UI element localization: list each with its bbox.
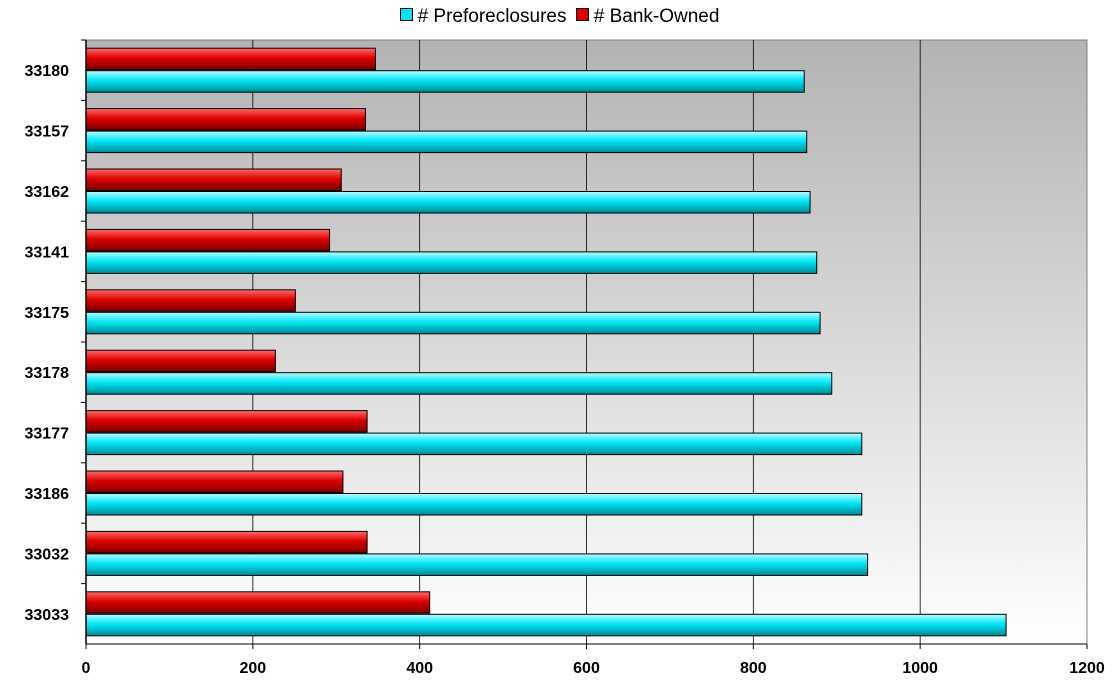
bar-bank-owned-33162: [85, 168, 342, 191]
y-tick-label: 33177: [25, 426, 70, 443]
y-tick-label: 33180: [25, 63, 70, 80]
legend-label-preforeclosures: # Preforeclosures: [417, 6, 567, 27]
legend-swatch-bank-owned: [575, 8, 589, 22]
bar-bank-owned-33178: [85, 349, 276, 373]
legend-item-bank-owned: # Bank-Owned: [575, 6, 720, 28]
bar-bank-owned-33157: [85, 108, 366, 131]
x-tick-label: 1000: [902, 660, 938, 677]
bar-bank-owned-33032: [85, 530, 368, 554]
y-tick-label: 33178: [25, 365, 70, 382]
bar-preforeclosures-33157: [85, 130, 808, 154]
y-tick-label: 33162: [25, 184, 70, 201]
bar-bank-owned-33180: [85, 47, 376, 71]
y-tick-label: 33032: [25, 546, 70, 563]
x-tick-label: 600: [573, 660, 600, 677]
y-tick-label: 33186: [25, 486, 70, 503]
bar-preforeclosures-33175: [85, 311, 821, 335]
legend-label-bank-owned: # Bank-Owned: [593, 6, 720, 27]
bar-preforeclosures-33162: [85, 191, 811, 214]
x-tick-label: 200: [239, 660, 266, 677]
y-tick-label: 33141: [25, 244, 70, 261]
bar-preforeclosures-33141: [85, 251, 818, 274]
bars: [85, 47, 1007, 637]
x-tick-label: 800: [740, 660, 767, 677]
bar-preforeclosures-33033: [85, 613, 1007, 637]
legend-item-preforeclosures: # Preforeclosures: [399, 6, 567, 28]
bar-preforeclosures-33177: [85, 432, 863, 456]
bar-bank-owned-33175: [85, 289, 296, 312]
bar-bank-owned-33033: [85, 591, 431, 614]
bar-preforeclosures-33178: [85, 372, 833, 395]
tick-labels: 0 200 400 600 800 1000 1200 33180 33157 33162 3314…: [25, 39, 1105, 677]
x-tick-label: 1200: [1069, 660, 1105, 677]
y-tick-label: 33157: [25, 124, 70, 141]
bar-preforeclosures-33032: [85, 553, 869, 576]
y-tick-label: 33175: [25, 305, 70, 322]
x-tick-label: 400: [406, 660, 433, 677]
legend-swatch-preforeclosures: [399, 8, 413, 22]
bar-bank-owned-33141: [85, 228, 331, 252]
bar-preforeclosures-33186: [85, 493, 863, 516]
bar-preforeclosures-33180: [85, 70, 805, 93]
y-tick-label: 33033: [25, 607, 70, 624]
bar-bank-owned-33186: [85, 470, 344, 493]
x-tick-label: 0: [82, 660, 91, 677]
chart-legend: # Preforeclosures # Bank-Owned: [0, 6, 1119, 28]
bar-bank-owned-33177: [85, 410, 368, 433]
